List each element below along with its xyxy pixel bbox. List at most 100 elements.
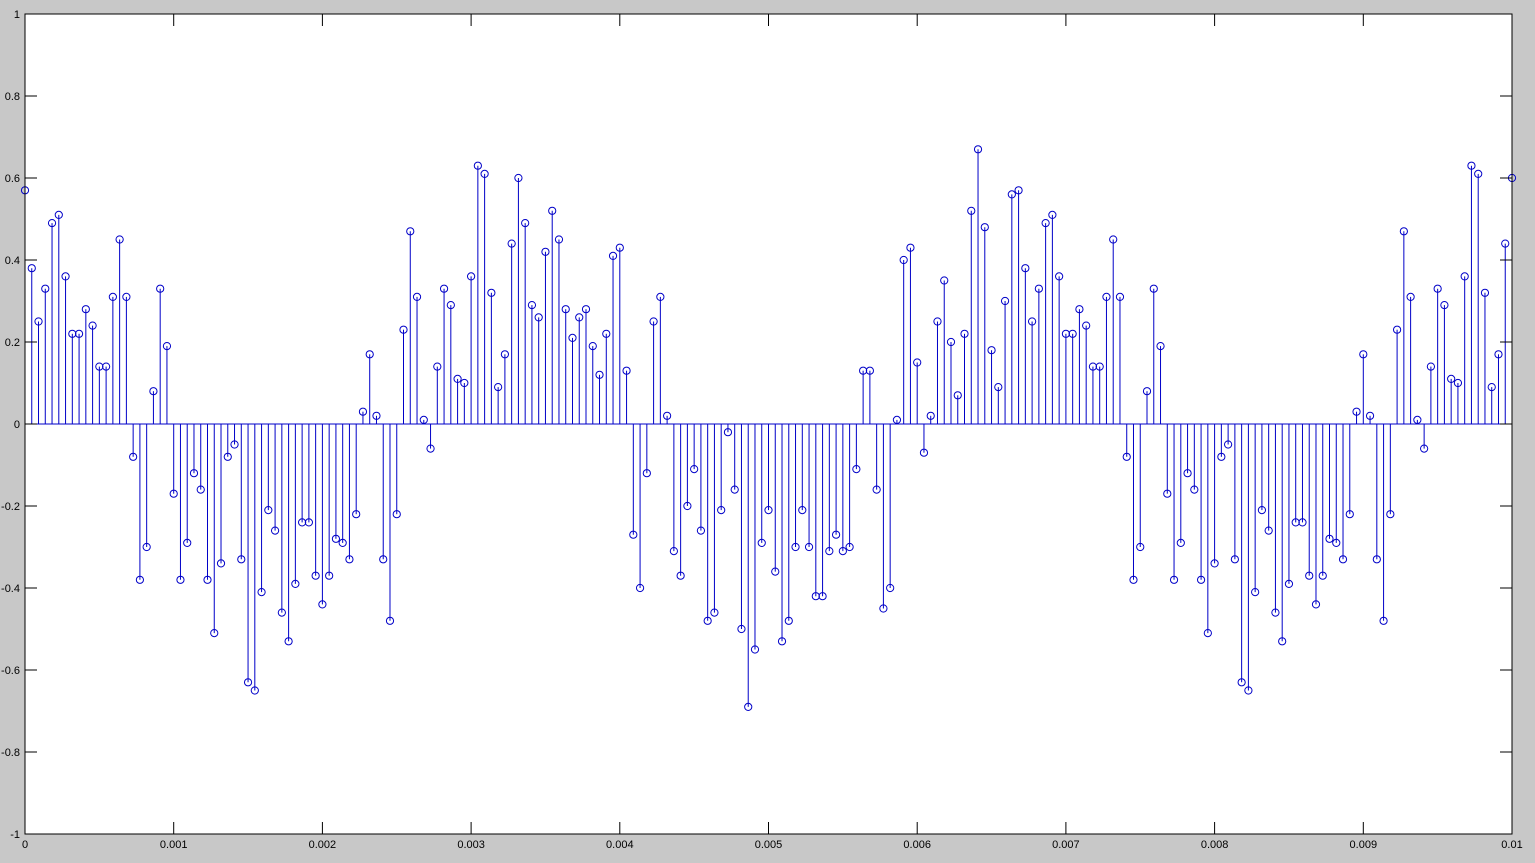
stem-marker xyxy=(358,407,368,416)
stem-marker xyxy=(446,301,455,310)
stem-marker xyxy=(61,272,70,281)
stem-marker xyxy=(1311,600,1321,609)
stem-marker xyxy=(426,444,435,453)
stem-marker xyxy=(1487,383,1496,392)
y-tick-label: 0 xyxy=(14,419,20,431)
stem-marker xyxy=(392,510,401,519)
stem-marker xyxy=(1433,284,1442,293)
stem-marker xyxy=(818,592,827,601)
stem-marker xyxy=(1338,555,1348,564)
stem-marker xyxy=(27,264,36,273)
stem-marker xyxy=(169,489,178,498)
stem-marker xyxy=(47,219,57,228)
stem-marker xyxy=(1237,678,1246,687)
x-tick-label: 0.002 xyxy=(309,839,337,851)
stem-marker xyxy=(798,506,807,515)
y-tick-label: -0.6 xyxy=(1,665,20,677)
stems-layer xyxy=(20,145,1517,712)
tick-labels-layer: 0 0.001 0.002 0.003 0.004 0.005 0.006 0.007 0.00… xyxy=(1,9,1523,851)
stem-marker xyxy=(1392,325,1402,334)
stem-marker xyxy=(588,342,597,351)
stem-marker xyxy=(250,686,259,695)
stem-marker xyxy=(1095,362,1104,371)
stem-marker xyxy=(1352,407,1361,416)
stem-marker xyxy=(608,251,618,260)
stem-marker xyxy=(1230,555,1239,564)
stem-marker xyxy=(162,342,172,351)
stem-marker xyxy=(88,321,97,330)
stem-marker xyxy=(1169,575,1179,584)
stem-marker xyxy=(183,538,192,548)
stem-marker xyxy=(277,608,286,617)
stem-marker xyxy=(1203,629,1212,638)
stem-marker xyxy=(1176,538,1185,548)
stem-marker xyxy=(1372,555,1381,564)
stem-marker xyxy=(804,542,814,552)
stem-marker xyxy=(629,530,638,539)
x-tick-label: 0.001 xyxy=(160,839,188,851)
stem-marker xyxy=(74,329,84,338)
stem-marker xyxy=(548,206,557,215)
stem-marker xyxy=(311,571,320,580)
stem-marker xyxy=(1210,559,1219,568)
stem-marker xyxy=(473,161,482,170)
stem-marker xyxy=(568,333,577,342)
stem-marker xyxy=(730,485,739,494)
stem-marker xyxy=(291,579,300,589)
stem-marker xyxy=(304,518,313,527)
stem-marker xyxy=(385,616,395,625)
stem-marker xyxy=(683,501,692,511)
stem-marker xyxy=(1102,292,1111,301)
stem-marker xyxy=(203,575,212,584)
stem-marker xyxy=(1041,219,1050,228)
stem-marker xyxy=(1224,440,1233,449)
stem-marker xyxy=(325,571,334,580)
stem-marker xyxy=(1217,452,1226,461)
stem-marker xyxy=(771,567,780,576)
stem-marker xyxy=(1000,296,1010,306)
stem-marker xyxy=(1365,411,1375,420)
stem-marker xyxy=(994,383,1003,392)
stem-marker xyxy=(1359,350,1368,359)
stem-marker xyxy=(919,448,929,457)
stem-marker xyxy=(1440,301,1449,310)
stem-marker xyxy=(216,559,226,568)
stem-marker xyxy=(764,506,773,515)
stem-marker xyxy=(669,547,678,556)
stem-marker xyxy=(845,542,854,552)
stem-marker xyxy=(750,645,760,654)
stem-marker xyxy=(622,366,631,375)
stem-marker xyxy=(1190,485,1199,494)
x-tick-label: 0.009 xyxy=(1350,839,1378,851)
stem-marker xyxy=(1332,538,1341,548)
stem-marker xyxy=(514,173,523,183)
stem-marker xyxy=(189,469,199,478)
stem-marker xyxy=(899,255,908,265)
stem-marker xyxy=(676,571,685,580)
stem-marker xyxy=(602,329,611,338)
stem-marker xyxy=(615,243,624,252)
stem-marker xyxy=(115,235,124,244)
stem-marker xyxy=(1196,575,1206,584)
stem-marker xyxy=(1453,378,1463,388)
stem-marker xyxy=(649,317,658,326)
stem-marker xyxy=(723,428,733,437)
stem-marker xyxy=(1460,272,1469,281)
stem-marker xyxy=(737,624,746,634)
stem-marker xyxy=(1494,350,1503,359)
stem-marker xyxy=(237,555,246,564)
stem-marker xyxy=(777,637,787,646)
x-tick-label: 0.005 xyxy=(755,839,783,851)
stem-marker xyxy=(886,583,895,593)
stem-marker xyxy=(521,219,530,228)
stem-marker xyxy=(1028,317,1037,326)
stem-marker xyxy=(365,350,374,359)
y-tick-label: -1 xyxy=(10,829,20,841)
stem-marker xyxy=(1345,510,1354,519)
stem-marker xyxy=(1122,452,1131,461)
stem-marker xyxy=(595,370,604,379)
stem-marker xyxy=(967,206,976,215)
stem-marker xyxy=(879,604,888,613)
stem-marker xyxy=(122,292,131,301)
